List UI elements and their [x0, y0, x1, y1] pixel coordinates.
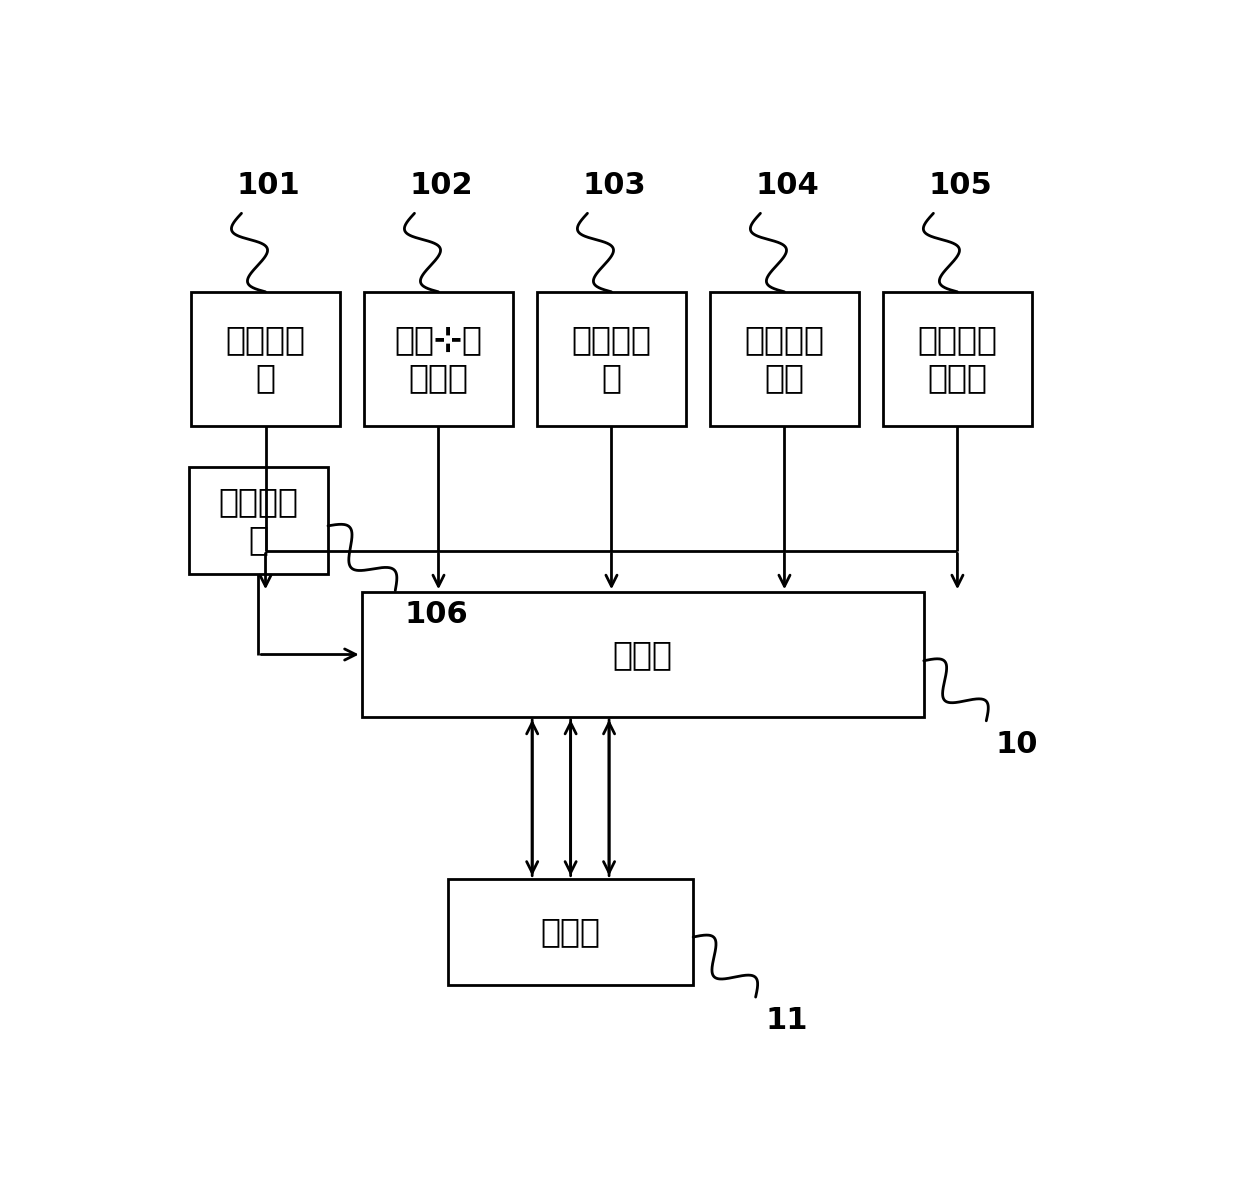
Text: 105: 105: [929, 172, 992, 200]
Text: 电磁阀: 电磁阀: [541, 916, 600, 948]
Bar: [191, 292, 340, 426]
Text: 10: 10: [996, 730, 1038, 760]
Bar: [883, 292, 1032, 426]
Text: 106: 106: [404, 600, 469, 629]
Text: 光照强度
传感器: 光照强度 传感器: [918, 323, 997, 395]
Text: 雨量传感
器: 雨量传感 器: [226, 323, 305, 395]
Text: 脉冲流量
计: 脉冲流量 计: [218, 485, 299, 556]
Text: 11: 11: [765, 1007, 807, 1036]
Bar: [362, 592, 924, 716]
Text: 101: 101: [237, 172, 300, 200]
Bar: [188, 467, 327, 574]
Bar: [448, 878, 693, 985]
Text: 104: 104: [755, 172, 820, 200]
Bar: [537, 292, 686, 426]
Text: 风速传感
器: 风速传感 器: [572, 323, 651, 395]
Text: 土壤⊹情
传感器: 土壤⊹情 传感器: [394, 323, 482, 395]
Text: 103: 103: [583, 172, 646, 200]
Text: 102: 102: [409, 172, 474, 200]
Bar: [365, 292, 513, 426]
Bar: [711, 292, 859, 426]
Text: 温湿度传
感器: 温湿度传 感器: [744, 323, 825, 395]
Text: 控制器: 控制器: [613, 638, 673, 671]
